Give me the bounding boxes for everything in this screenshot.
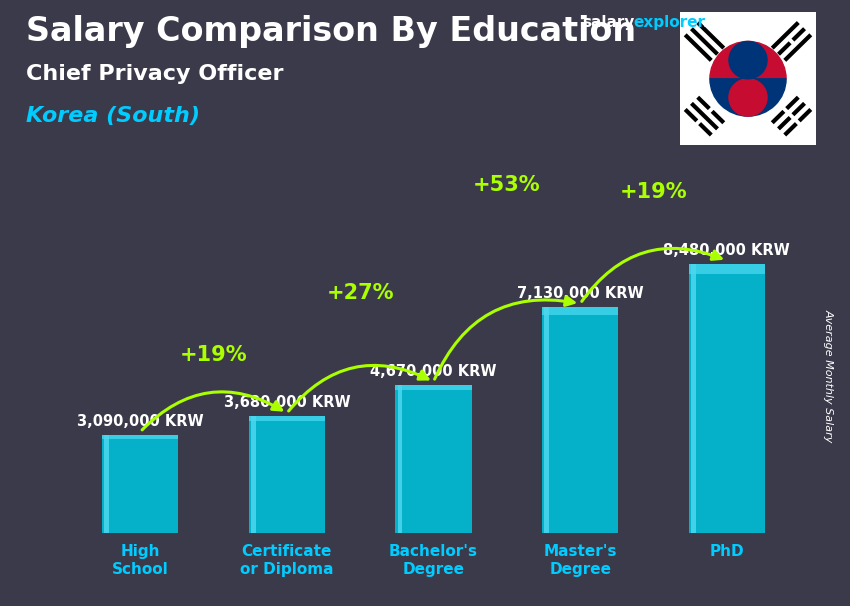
Bar	[102, 435, 178, 439]
Text: 3,090,000 KRW: 3,090,000 KRW	[76, 414, 203, 429]
Bar	[688, 264, 765, 273]
Bar	[688, 264, 765, 533]
Text: +27%: +27%	[326, 284, 394, 304]
Circle shape	[710, 41, 786, 116]
Bar	[395, 385, 472, 533]
FancyArrowPatch shape	[289, 365, 428, 411]
Bar	[542, 307, 618, 533]
Bar	[249, 416, 325, 533]
Text: Chief Privacy Officer: Chief Privacy Officer	[26, 64, 283, 84]
FancyBboxPatch shape	[677, 10, 819, 148]
Text: +53%: +53%	[473, 175, 541, 195]
Text: 3,680,000 KRW: 3,680,000 KRW	[224, 396, 350, 410]
Text: 7,130,000 KRW: 7,130,000 KRW	[517, 286, 643, 301]
FancyArrowPatch shape	[434, 296, 574, 379]
Bar	[102, 435, 178, 533]
Text: .com: .com	[702, 15, 743, 30]
Text: 8,480,000 KRW: 8,480,000 KRW	[664, 243, 790, 258]
FancyArrowPatch shape	[581, 248, 721, 301]
Wedge shape	[710, 79, 786, 116]
Bar	[395, 385, 472, 390]
Wedge shape	[710, 41, 786, 79]
Text: Average Monthly Salary: Average Monthly Salary	[824, 309, 834, 442]
Text: +19%: +19%	[179, 345, 247, 365]
Text: salary: salary	[582, 15, 635, 30]
Text: Korea (South): Korea (South)	[26, 106, 200, 126]
Bar	[544, 307, 549, 533]
Text: +19%: +19%	[620, 182, 688, 202]
Circle shape	[729, 79, 767, 116]
Text: Salary Comparison By Education: Salary Comparison By Education	[26, 15, 636, 48]
Bar	[691, 264, 695, 533]
Text: explorer: explorer	[633, 15, 706, 30]
Text: 4,670,000 KRW: 4,670,000 KRW	[371, 364, 496, 379]
Bar	[249, 416, 325, 421]
FancyArrowPatch shape	[142, 392, 281, 430]
Bar	[105, 435, 109, 533]
Bar	[542, 307, 618, 315]
Bar	[398, 385, 402, 533]
Circle shape	[729, 41, 767, 79]
Bar	[251, 416, 256, 533]
